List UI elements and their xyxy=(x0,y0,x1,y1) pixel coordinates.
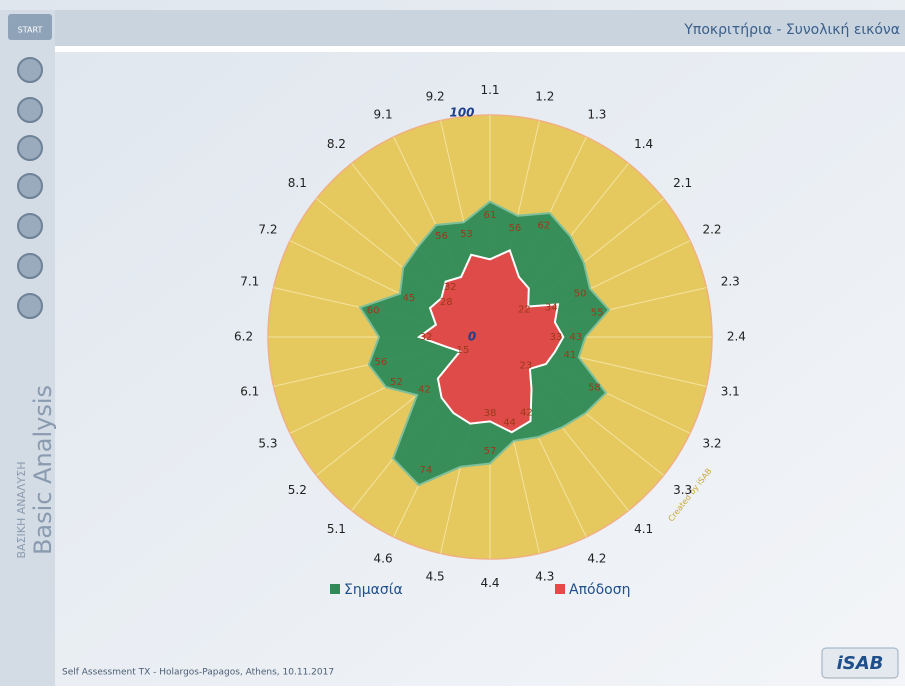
category-label: 7.1 xyxy=(240,275,259,289)
data-label: 32 xyxy=(420,332,433,343)
logo-box xyxy=(821,647,899,679)
start-button[interactable] xyxy=(8,14,52,40)
category-label: 2.1 xyxy=(673,176,692,190)
category-label: 2.4 xyxy=(727,330,746,344)
category-label: 1.2 xyxy=(535,89,554,103)
y-tick-label: 100 xyxy=(449,106,474,120)
nav-icon[interactable] xyxy=(17,293,43,319)
data-label: 42 xyxy=(418,384,431,395)
data-label: 28 xyxy=(440,297,453,308)
sidebar-icons xyxy=(17,57,43,319)
data-label: 32 xyxy=(444,282,457,293)
category-label: 6.2 xyxy=(234,330,253,344)
sidebar-title: Basic Analysis xyxy=(29,385,57,555)
category-label: 4.4 xyxy=(480,576,499,590)
footer-text: Self Assessment TX - Holargos-Papagos, A… xyxy=(62,668,334,678)
category-label: 5.1 xyxy=(327,522,346,536)
category-label: 8.2 xyxy=(327,137,346,151)
legend-label: Σημασία xyxy=(344,582,403,598)
category-label: 1.3 xyxy=(587,107,606,121)
category-label: 4.3 xyxy=(535,570,554,584)
logo: iSAB xyxy=(837,653,884,674)
category-label: 1.4 xyxy=(634,137,653,151)
header-line xyxy=(0,46,905,52)
category-label: 4.2 xyxy=(587,552,606,566)
data-label: 44 xyxy=(503,418,516,429)
category-label: 6.1 xyxy=(240,384,259,398)
data-label: 22 xyxy=(518,305,531,316)
category-label: 5.2 xyxy=(288,483,307,497)
nav-icon[interactable] xyxy=(17,253,43,279)
nav-icon[interactable] xyxy=(17,97,43,123)
category-label: 8.1 xyxy=(288,176,307,190)
category-label: 9.1 xyxy=(374,107,393,121)
category-label: 3.1 xyxy=(721,384,740,398)
sidebar-subtitle: ΒΑΣΙΚΗ ΑΝΑΛΥΣΗ xyxy=(15,462,28,559)
data-label: 38 xyxy=(484,408,497,419)
data-label: 61 xyxy=(484,210,497,221)
data-label: 56 xyxy=(509,223,522,234)
legend-swatch xyxy=(330,584,340,594)
category-label: 3.3 xyxy=(673,483,692,497)
data-label: 43 xyxy=(570,332,583,343)
category-label: 7.2 xyxy=(258,223,277,237)
legend-label: Απόδοση xyxy=(569,582,630,598)
legend-swatch xyxy=(555,584,565,594)
data-label: 53 xyxy=(460,229,473,240)
data-label: 62 xyxy=(537,220,550,231)
data-label: 41 xyxy=(563,350,576,361)
y-tick-label: 0 xyxy=(468,330,476,344)
category-label: 9.2 xyxy=(426,89,445,103)
category-label: 3.2 xyxy=(702,436,721,450)
data-label: 56 xyxy=(375,357,388,368)
data-label: 50 xyxy=(574,289,587,300)
data-label: 74 xyxy=(419,465,432,476)
start-label: START xyxy=(18,26,43,35)
data-label: 56 xyxy=(435,231,448,242)
data-label: 42 xyxy=(520,408,533,419)
data-label: 45 xyxy=(403,293,416,304)
data-label: 23 xyxy=(520,361,533,372)
category-label: 4.6 xyxy=(374,552,393,566)
header-bar xyxy=(0,10,905,46)
category-label: 1.1 xyxy=(480,83,499,97)
category-label: 5.3 xyxy=(258,436,277,450)
data-label: 34 xyxy=(545,303,558,314)
data-label: 52 xyxy=(390,377,403,388)
page-title: Υποκριτήρια - Συνολική εικόνα xyxy=(683,22,900,38)
nav-icon[interactable] xyxy=(17,57,43,83)
nav-icon[interactable] xyxy=(17,213,43,239)
category-label: 4.5 xyxy=(426,570,445,584)
category-label: 2.3 xyxy=(721,275,740,289)
nav-icon[interactable] xyxy=(17,135,43,161)
category-label: 4.1 xyxy=(634,522,653,536)
data-label: 60 xyxy=(367,305,380,316)
data-label: 33 xyxy=(550,332,563,343)
category-label: 2.2 xyxy=(702,223,721,237)
nav-icon[interactable] xyxy=(17,173,43,199)
series-area xyxy=(416,249,565,434)
data-label: 55 xyxy=(591,308,604,319)
data-label: 57 xyxy=(484,446,497,457)
data-label: 15 xyxy=(457,345,470,356)
data-label: 58 xyxy=(588,382,601,393)
